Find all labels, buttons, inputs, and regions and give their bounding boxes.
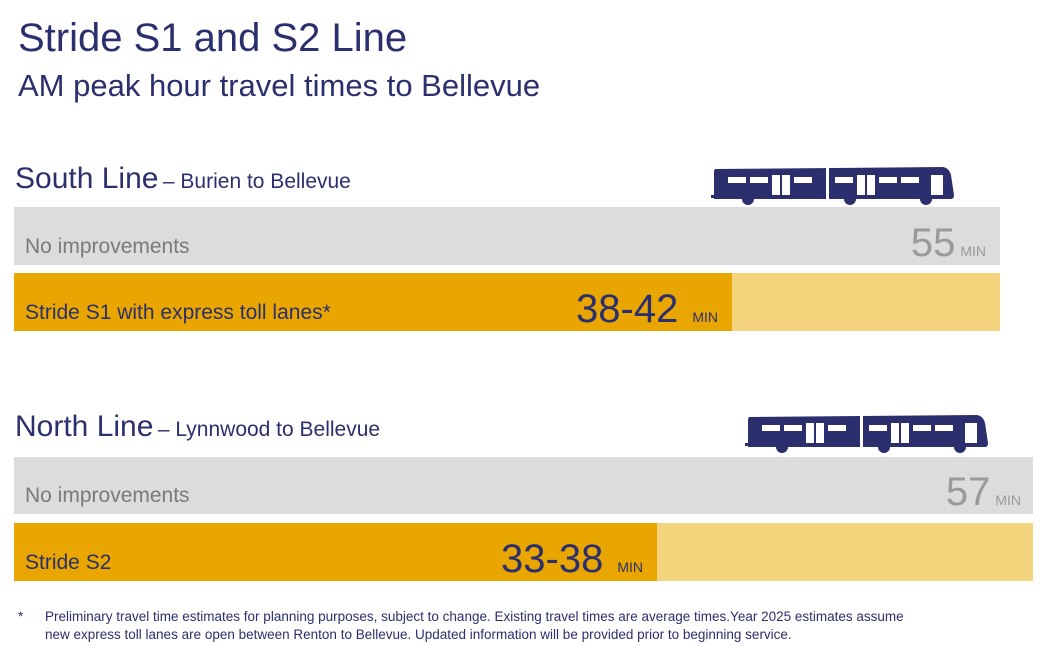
- south-line-name: South Line: [15, 162, 159, 195]
- north-line-heading: North Line – Lynnwood to Bellevue: [15, 410, 380, 444]
- south-stride-number: 38-42: [576, 287, 679, 331]
- north-stride-number: 33-38: [501, 537, 604, 581]
- north-stride-track: Stride S2 33-38 MIN: [14, 523, 1033, 581]
- south-baseline-label: No improvements: [25, 235, 190, 258]
- north-stride-label: Stride S2: [25, 551, 112, 574]
- south-stride-value: 38-42 MIN: [576, 289, 718, 329]
- south-stride-label: Stride S1 with express toll lanes*: [25, 301, 331, 324]
- south-line-route: Burien to Bellevue: [180, 170, 351, 193]
- north-stride-unit: MIN: [617, 559, 643, 575]
- south-baseline-unit: MIN: [960, 243, 986, 259]
- south-stride-track: Stride S1 with express toll lanes* 38-42…: [14, 273, 1000, 331]
- north-stride-value: 33-38 MIN: [501, 539, 643, 579]
- north-stride-bar: Stride S2 33-38 MIN: [14, 523, 657, 581]
- north-baseline-number: 57: [945, 470, 991, 514]
- north-line-route: Lynnwood to Bellevue: [175, 418, 381, 441]
- north-baseline-bar: No improvements 57 MIN: [14, 457, 1033, 514]
- bus-icon: [745, 415, 988, 453]
- south-stride-bar: Stride S1 with express toll lanes* 38-42…: [14, 273, 732, 331]
- chart-title: Stride S1 and S2 Line: [18, 16, 408, 60]
- north-baseline-value: 57 MIN: [946, 472, 1021, 512]
- north-line-name: North Line: [15, 410, 154, 443]
- north-baseline-unit: MIN: [995, 492, 1021, 508]
- footnote-text: Preliminary travel time estimates for pl…: [45, 609, 904, 642]
- south-baseline-value: 55 MIN: [911, 223, 986, 263]
- south-stride-unit: MIN: [692, 309, 718, 325]
- south-line-heading: South Line – Burien to Bellevue: [15, 162, 351, 196]
- south-baseline-bar: No improvements 55 MIN: [14, 207, 1000, 265]
- north-line-dash: –: [157, 418, 176, 441]
- south-line-dash: –: [162, 170, 181, 193]
- chart-subtitle: AM peak hour travel times to Bellevue: [18, 68, 541, 103]
- south-baseline-number: 55: [910, 221, 956, 265]
- footnote-marker: *: [18, 609, 24, 624]
- north-baseline-label: No improvements: [25, 484, 190, 507]
- bus-icon: [711, 167, 954, 205]
